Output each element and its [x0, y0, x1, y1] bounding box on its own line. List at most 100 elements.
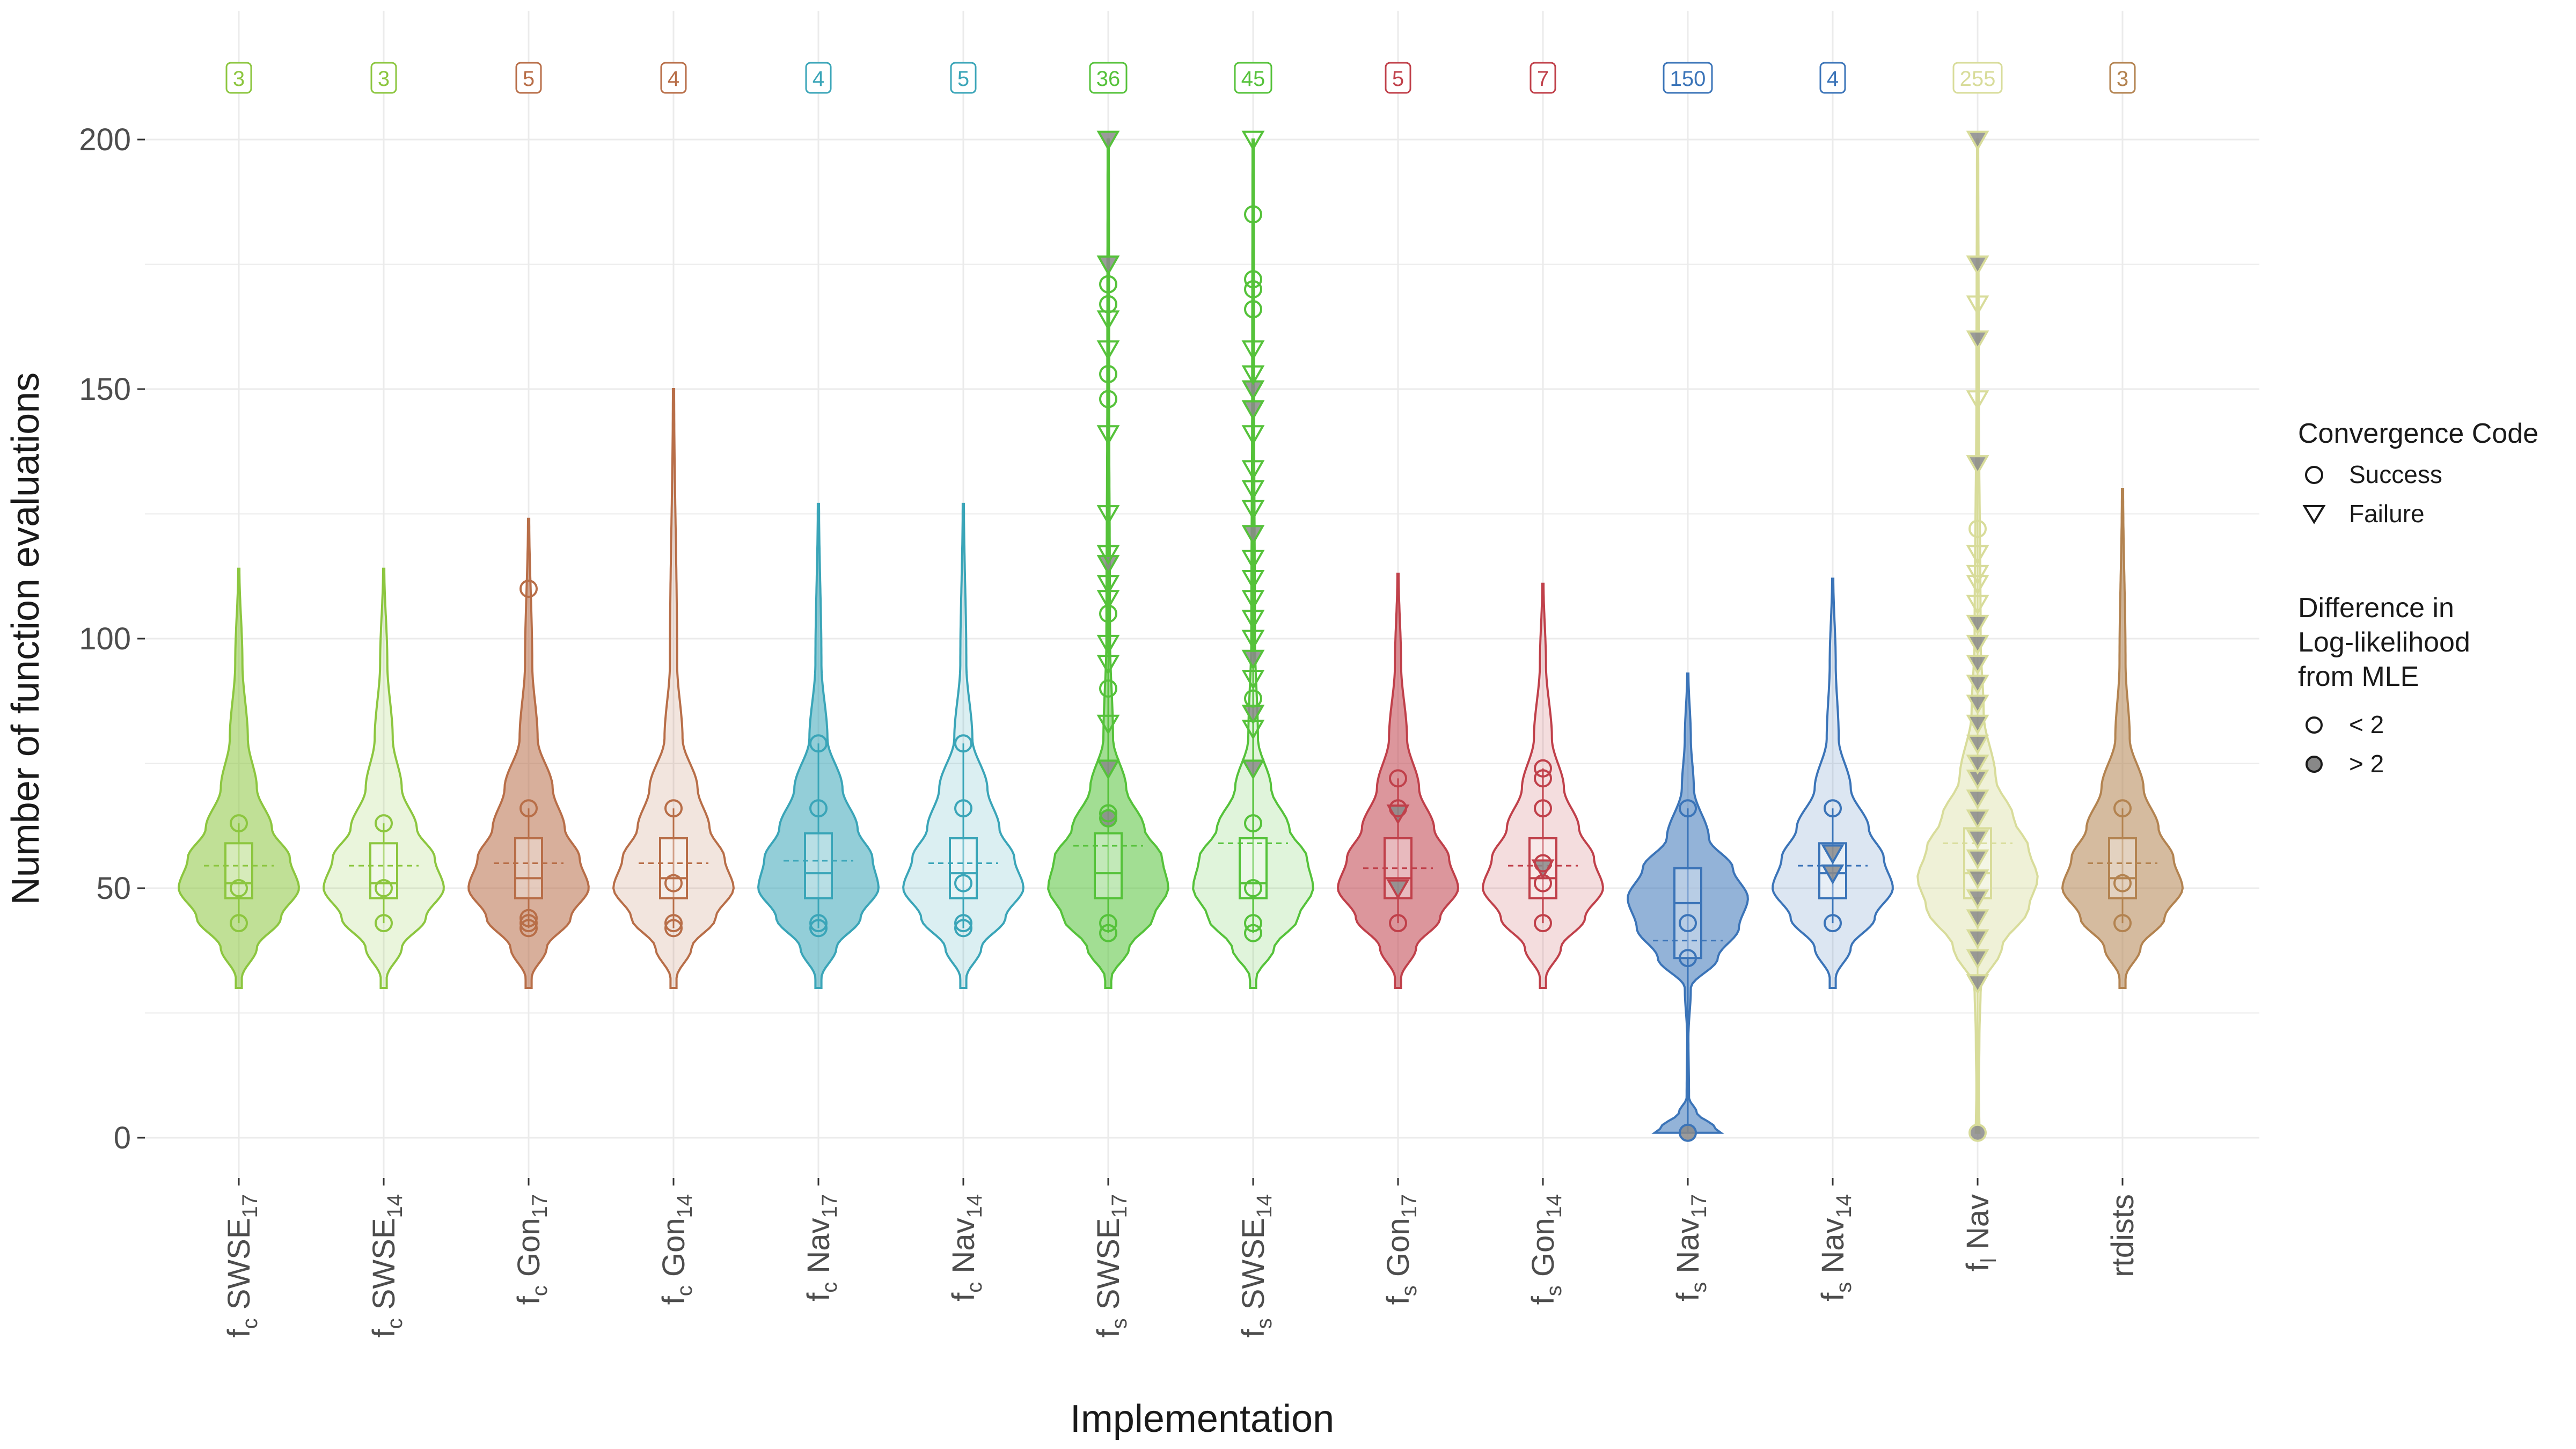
x-tick-label: fc SWSE14 — [367, 1194, 407, 1338]
count-label: 3 — [225, 62, 252, 94]
point-failure — [1241, 365, 1265, 386]
point-failure — [1966, 909, 1989, 930]
point-success — [375, 914, 393, 933]
count-label: 7 — [1529, 62, 1556, 94]
point-success — [1099, 604, 1117, 623]
point-success — [230, 914, 248, 933]
point-failure — [1966, 634, 1989, 655]
point-failure — [1966, 295, 1989, 316]
point-success — [1099, 275, 1117, 294]
count-label: 5 — [1385, 62, 1411, 94]
box-iqr — [659, 837, 688, 899]
violins: 3 3 5 4 4 5 36 45 5 7 150 4 255 3 — [178, 62, 2184, 1142]
box-iqr — [224, 842, 253, 899]
point-success — [664, 914, 683, 933]
point-failure — [1966, 929, 1989, 950]
point-failure — [1966, 655, 1989, 675]
x-tick-label: fc Gon17 — [511, 1194, 552, 1305]
legend: Convergence Code Success Failure Difference… — [2298, 418, 2538, 778]
count-label: 4 — [660, 62, 687, 94]
point-failure — [1241, 425, 1265, 445]
point-failure — [1096, 255, 1120, 276]
point-success — [1099, 804, 1117, 823]
point-success — [230, 814, 248, 833]
point-failure — [1241, 570, 1265, 590]
point-success — [809, 919, 828, 938]
point-failure — [1966, 694, 1989, 715]
count-label: 5 — [950, 62, 977, 94]
point-success — [1389, 914, 1407, 933]
legend-title-difference: Log-likelihood — [2298, 627, 2470, 658]
point-success — [2113, 874, 2132, 892]
count-label: 45 — [1234, 62, 1272, 94]
point-failure — [1241, 610, 1265, 630]
point-success — [1099, 295, 1117, 313]
count-label-box — [225, 62, 252, 94]
count-label-text: 4 — [1827, 67, 1839, 91]
count-label-text: 150 — [1670, 67, 1706, 91]
violin-group: 4 — [757, 62, 880, 989]
count-label-text: 4 — [668, 67, 679, 91]
x-tick-label: fl Nav — [1960, 1194, 2001, 1271]
point-failure — [1241, 500, 1265, 521]
x-tick-label: fs Gon14 — [1526, 1194, 1566, 1305]
point-success — [1534, 769, 1552, 788]
point-failure — [1966, 714, 1989, 735]
point-failure — [1241, 400, 1265, 421]
grid — [145, 11, 2259, 1178]
point-failure — [1241, 759, 1265, 780]
point-success — [664, 874, 683, 892]
point-success — [954, 734, 972, 753]
point-failure — [1966, 614, 1989, 635]
point-success — [1389, 799, 1407, 818]
point-success — [1244, 689, 1262, 708]
point-failure — [1096, 425, 1120, 445]
point-success — [519, 799, 538, 818]
point-success — [954, 874, 972, 892]
violin-group: 4 — [1772, 62, 1894, 989]
count-label: 36 — [1089, 62, 1128, 94]
point-success — [1679, 914, 1697, 933]
point-failure — [1966, 889, 1989, 910]
count-label-box — [805, 62, 832, 94]
legend-fill-icon — [2306, 716, 2323, 734]
count-label: 5 — [515, 62, 542, 94]
count-label-box — [1529, 62, 1556, 94]
point-success — [1244, 814, 1262, 833]
box-iqr — [369, 842, 398, 899]
point-failure — [1241, 525, 1265, 545]
point-failure — [1966, 130, 1989, 151]
point-failure — [1096, 759, 1120, 780]
point-success — [519, 580, 538, 598]
legend-circle-icon — [2305, 466, 2323, 484]
legend-title-difference: Difference in — [2298, 592, 2454, 624]
x-tick-label: fs SWSE17 — [1091, 1194, 1131, 1338]
point-failure — [1241, 649, 1265, 670]
point-success — [519, 909, 538, 927]
x-tick-label: fs Gon17 — [1381, 1194, 1421, 1305]
count-label-box — [1234, 62, 1272, 94]
count-label-text: 4 — [813, 67, 824, 91]
count-label-box — [515, 62, 542, 94]
point-failure — [1821, 844, 1845, 865]
point-success — [1099, 679, 1117, 698]
x-tick-label: fc SWSE17 — [222, 1194, 262, 1338]
violin-group: 3 — [178, 62, 300, 989]
violin-group: 255 — [1916, 62, 2039, 1142]
count-label-box — [660, 62, 687, 94]
legend-fill-icon — [2306, 756, 2323, 773]
x-axis-title: Implementation — [1070, 1397, 1334, 1440]
point-success — [2113, 914, 2132, 933]
count-label: 4 — [1819, 62, 1846, 94]
point-success — [2113, 799, 2132, 818]
count-label-box — [1952, 62, 2003, 94]
count-label-text: 45 — [1241, 67, 1265, 91]
point-success — [1244, 924, 1262, 942]
point-success — [954, 799, 972, 818]
point-failure — [1096, 634, 1120, 655]
point-failure — [1966, 809, 1989, 830]
point-success — [1968, 1123, 1987, 1142]
point-failure — [1966, 789, 1989, 810]
point-failure — [1241, 630, 1265, 650]
legend-shape-label: Success — [2349, 460, 2442, 488]
